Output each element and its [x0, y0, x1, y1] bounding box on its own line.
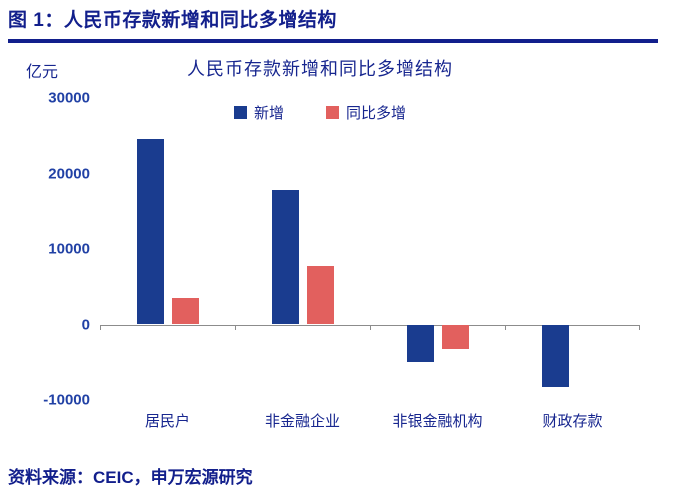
bar-series-0-category-3 [541, 324, 569, 388]
bar-series-1-category-2 [441, 324, 469, 350]
x-axis-tick-mark [235, 324, 236, 330]
x-axis-tick-mark [100, 324, 101, 330]
x-axis-tick-mark [505, 324, 506, 330]
bar-series-1-category-0 [171, 298, 199, 325]
x-axis-category-label: 非银金融机构 [392, 413, 483, 430]
x-axis-tick-mark [370, 324, 371, 330]
source-note: 资料来源：CEIC，申万宏源研究 [8, 468, 253, 487]
legend-swatch-icon [326, 106, 339, 119]
y-axis-tick-label: 10000 [48, 240, 90, 258]
x-axis-tick-mark [639, 324, 640, 330]
figure-header: 图 1：人民币存款新增和同比多增结构 [8, 5, 658, 43]
legend-item-0: 新增 [233, 102, 284, 123]
figure-number-label: 图 1： [8, 10, 64, 31]
y-axis-tick-label: 20000 [48, 165, 90, 182]
y-axis-tick-label: -10000 [43, 391, 90, 409]
y-axis-tick-label: 0 [81, 316, 90, 333]
y-axis-tick-labels: 30000 20000 10000 0 -10000 [0, 90, 90, 409]
legend-swatch-icon [233, 106, 247, 119]
legend-label: 同比多增 [346, 105, 407, 122]
legend-label: 新增 [253, 105, 284, 122]
chart-legend: 新增 同比多增 [100, 102, 540, 123]
y-axis-tick-label: 30000 [48, 89, 90, 107]
bar-series-0-category-2 [406, 324, 434, 363]
bar-series-1-category-1 [306, 265, 334, 325]
x-axis-category-label: 财政存款 [542, 413, 603, 430]
plot-area [100, 98, 640, 400]
x-axis-category-label: 居民户 [144, 413, 190, 430]
figure-title: 人民币存款新增和同比多增结构 [63, 10, 337, 31]
chart-title: 人民币存款新增和同比多增结构 [187, 59, 453, 79]
y-axis-unit-label: 亿元 [26, 64, 59, 81]
bar-series-0-category-1 [271, 190, 299, 325]
x-axis-category-label: 非金融企业 [264, 413, 340, 430]
legend-item-1: 同比多增 [326, 102, 406, 123]
x-axis-category-labels: 居民户 非金融企业 非银金融机构 财政存款 [100, 410, 640, 431]
bar-series-0-category-0 [136, 138, 164, 325]
